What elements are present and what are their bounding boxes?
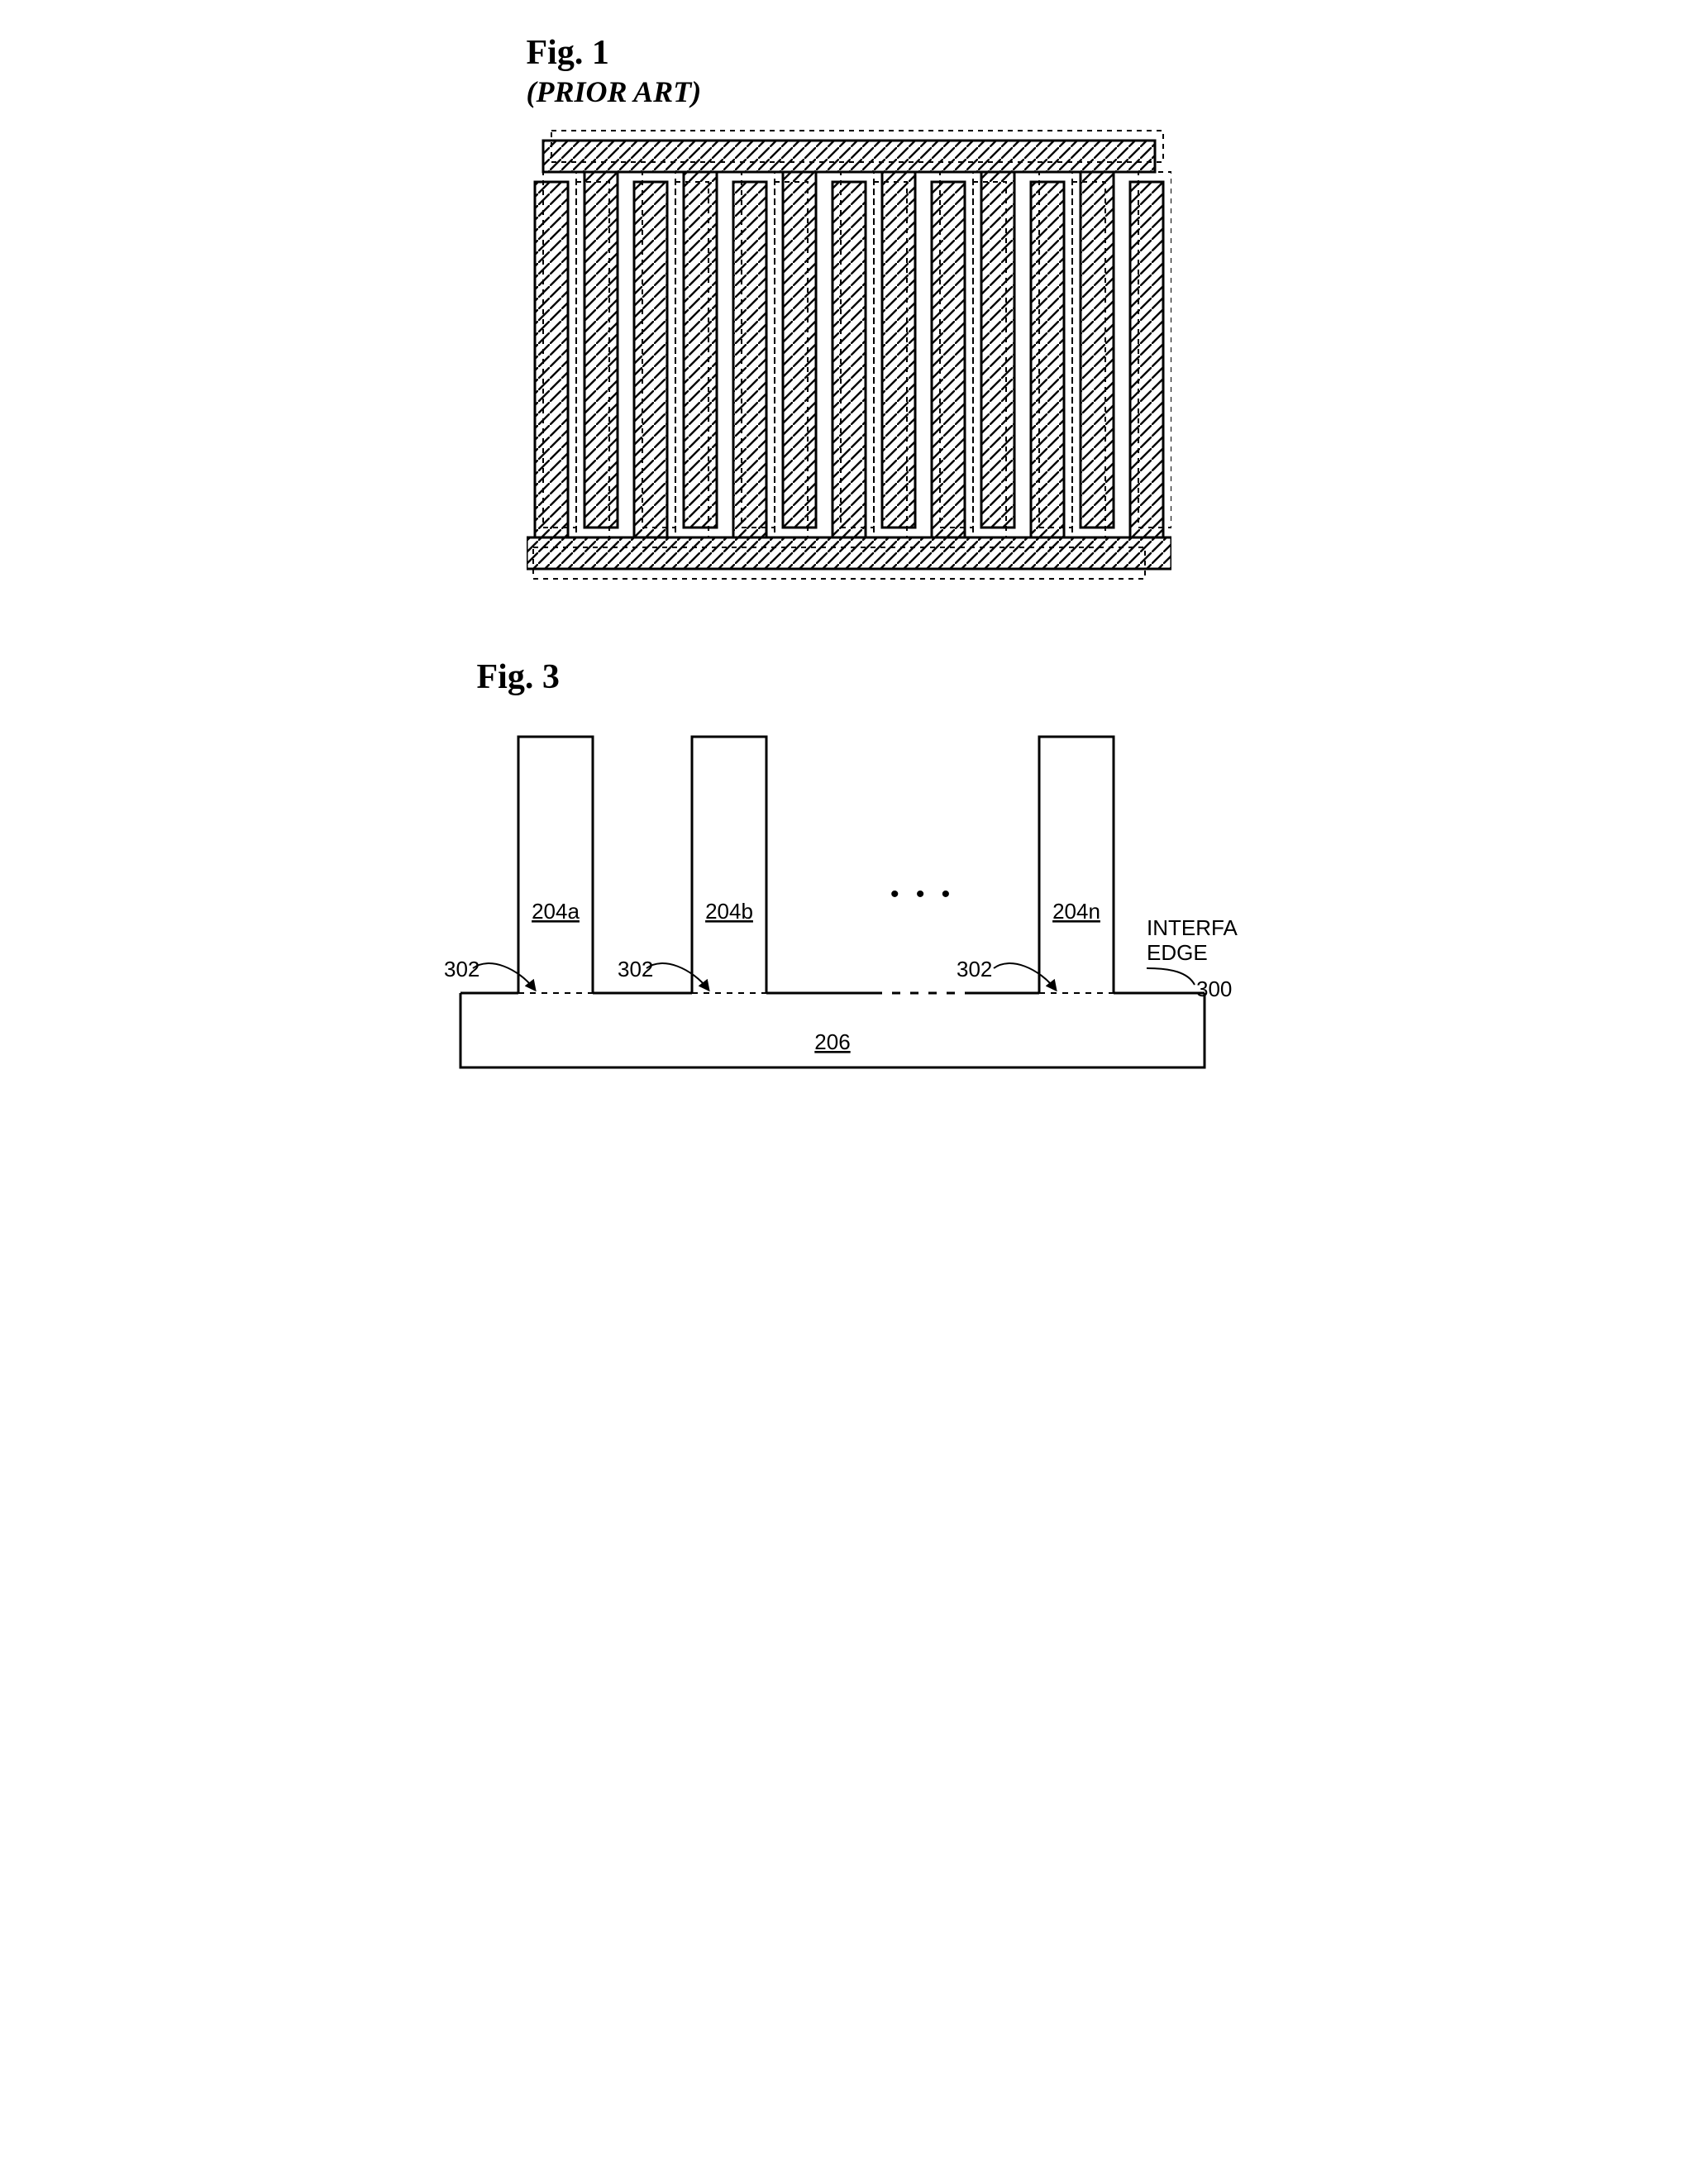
figure-1: Fig. 1 (PRIOR ART) bbox=[527, 33, 1281, 591]
svg-text:300: 300 bbox=[1196, 977, 1232, 1001]
svg-text:302: 302 bbox=[444, 957, 479, 981]
svg-text:302: 302 bbox=[957, 957, 992, 981]
fig3-diagram: 204a 204b 204n 206 • • • 302 302 302 INTERFACEED… bbox=[427, 720, 1238, 1076]
fig1-diagram bbox=[527, 124, 1171, 587]
svg-text:302: 302 bbox=[618, 957, 653, 981]
svg-text:• • •: • • • bbox=[890, 881, 955, 908]
fig3-title: Fig. 3 bbox=[477, 657, 1281, 697]
svg-text:204b: 204b bbox=[705, 899, 753, 924]
figure-3: Fig. 3 204a 204b 204n 206 • • • 302 302 302 INTE… bbox=[427, 657, 1281, 1080]
fig1-title: Fig. 1 bbox=[527, 33, 1281, 73]
svg-text:204n: 204n bbox=[1052, 899, 1100, 924]
svg-text:INTERFACEEDGE: INTERFACEEDGE bbox=[1147, 915, 1238, 965]
fig1-subtitle: (PRIOR ART) bbox=[527, 74, 1281, 109]
svg-text:204a: 204a bbox=[532, 899, 580, 924]
svg-text:206: 206 bbox=[814, 1029, 850, 1054]
